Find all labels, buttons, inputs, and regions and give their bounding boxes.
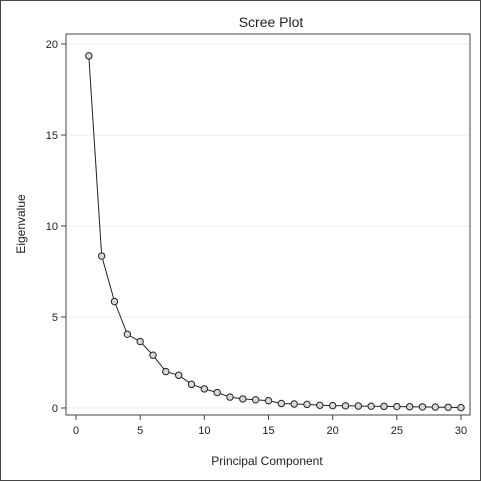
gridlines: [67, 43, 469, 409]
data-point: [316, 401, 324, 409]
data-point: [290, 400, 298, 408]
data-point: [187, 380, 196, 389]
data-point: [380, 402, 388, 411]
data-point: [239, 395, 247, 403]
data-point: [457, 403, 465, 412]
x-tick-label: 5: [137, 425, 143, 437]
y-tick-label: 15: [46, 130, 58, 142]
x-tick-label: 30: [455, 425, 467, 437]
data-point: [367, 402, 375, 410]
data-point: [200, 385, 209, 393]
data-point: [110, 297, 119, 306]
data-point: [328, 401, 337, 410]
data-point: [149, 351, 157, 359]
x-axis-ticks: 0 5 10 15 20 25 30: [73, 415, 467, 437]
chart-title: Scree Plot: [239, 14, 304, 30]
data-point: [418, 403, 427, 411]
data-point: [85, 52, 93, 60]
y-axis-label: Eigenvalue: [14, 194, 28, 254]
y-tick-label: 20: [46, 39, 58, 51]
data-point: [393, 402, 401, 411]
data-point: [277, 399, 286, 408]
x-tick-label: 0: [73, 425, 79, 437]
y-tick-label: 5: [52, 312, 58, 324]
data-point: [264, 397, 273, 405]
data-point: [97, 252, 106, 260]
data-point: [405, 403, 414, 411]
x-tick-label: 10: [198, 425, 210, 437]
x-tick-label: 15: [262, 425, 274, 437]
data-point: [174, 371, 183, 379]
data-point: [162, 367, 170, 376]
x-tick-label: 20: [327, 425, 339, 437]
y-axis-ticks: 0 5 10 15 20: [46, 39, 66, 415]
data-point: [354, 402, 363, 410]
eigenvalue-line: [88, 55, 462, 409]
data-point: [213, 388, 221, 397]
data-point: [341, 402, 350, 410]
data-point: [303, 400, 311, 409]
x-tick-label: 25: [391, 425, 403, 437]
data-point: [444, 403, 452, 411]
data-point: [251, 396, 260, 404]
data-point: [136, 337, 144, 346]
data-point: [123, 330, 132, 338]
x-axis-label: Principal Component: [211, 454, 323, 468]
plot-area: [65, 33, 471, 416]
data-point: [226, 393, 234, 401]
data-point: [431, 403, 440, 411]
y-tick-label: 10: [46, 221, 58, 233]
y-tick-label: 0: [52, 403, 58, 415]
data-series: [85, 52, 465, 412]
